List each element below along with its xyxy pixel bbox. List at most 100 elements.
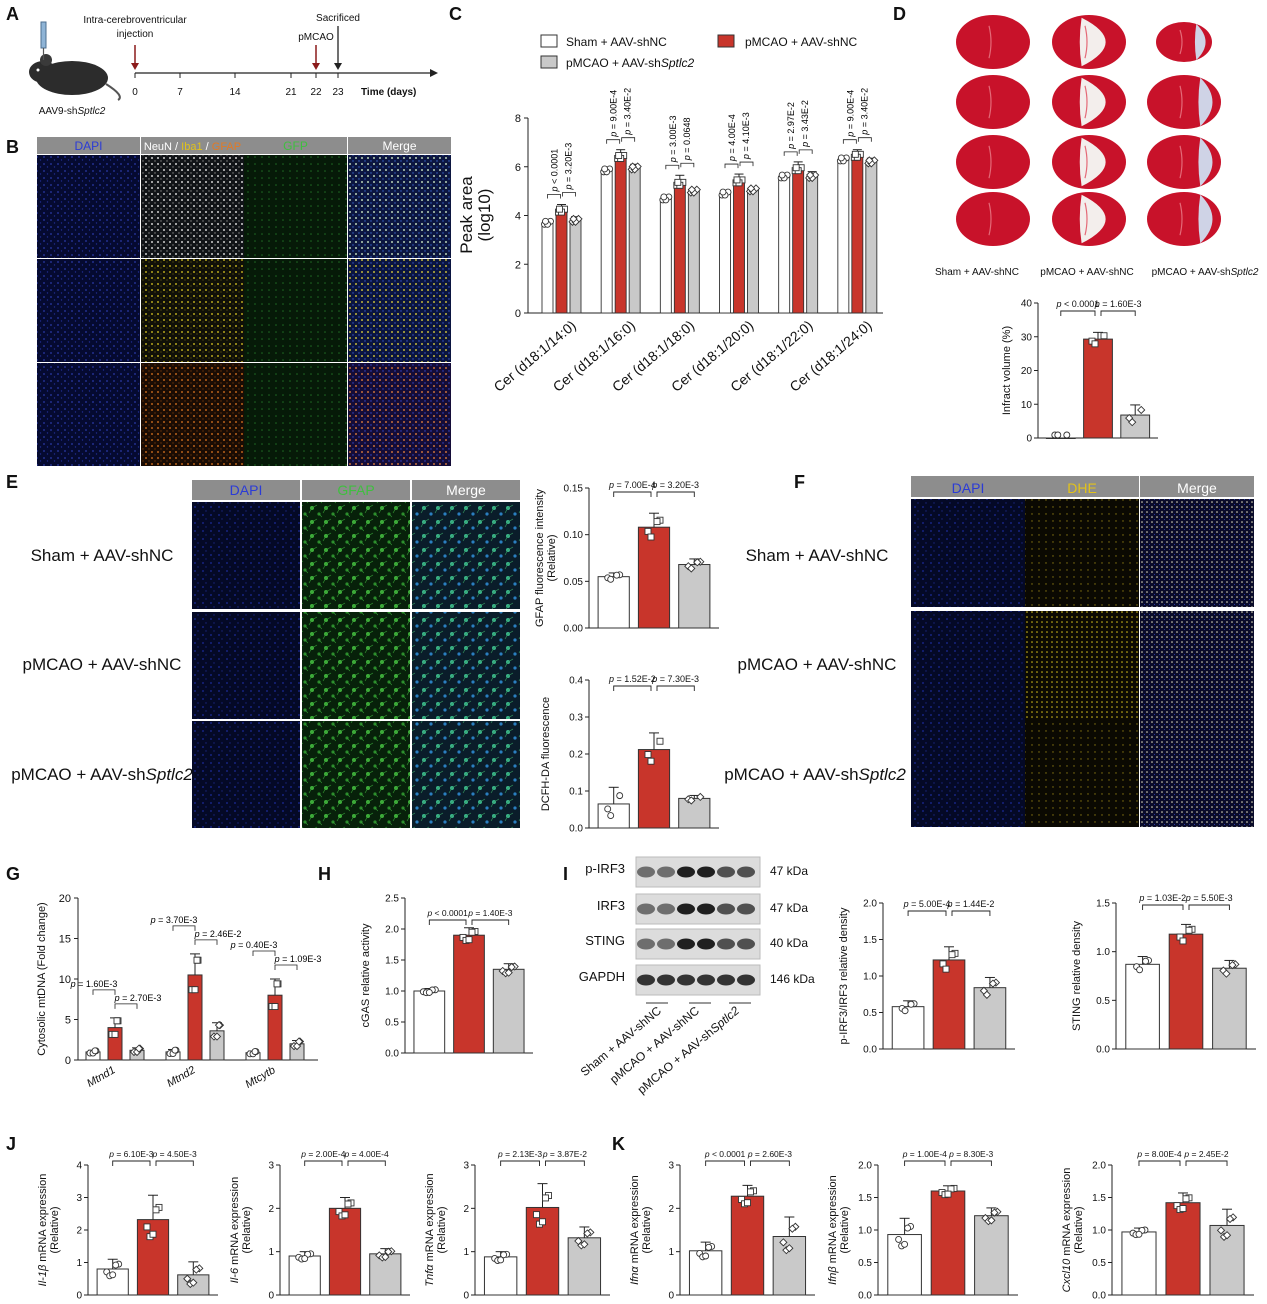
y-tick-label: 0.0 (385, 1049, 399, 1060)
micrograph (1140, 719, 1254, 827)
y-tick-label: 0.00 (564, 624, 584, 635)
y-tick-label: 0.1 (569, 787, 583, 798)
header-gfp: GFP (283, 139, 308, 153)
significance-bracket (613, 685, 652, 691)
blot-band (677, 866, 695, 878)
p-value-label: p = 3.40E-2 (859, 88, 869, 136)
significance-bracket (665, 164, 680, 170)
panel-letter: F (794, 472, 805, 492)
blot-band (657, 974, 675, 986)
y-tick-label: 8 (515, 113, 521, 125)
bar (413, 990, 446, 1054)
data-point (1091, 340, 1099, 348)
micrograph (302, 612, 410, 719)
y-axis-label: STING relative density (1071, 920, 1083, 1031)
y-tick-label: 1.5 (863, 935, 877, 946)
y-axis-label: (Relative) (436, 1206, 448, 1253)
data-point (613, 571, 621, 579)
image-header-label: DAPI (952, 480, 985, 496)
blot-band (737, 938, 755, 950)
image-header (302, 480, 410, 500)
data-point (696, 792, 705, 802)
bar (1120, 414, 1151, 439)
data-point (987, 1216, 996, 1225)
micrograph (37, 259, 140, 362)
icv-label: Intra-cerebroventricular (83, 15, 187, 26)
image-header-label: DAPI (230, 482, 263, 498)
data-point (1225, 1214, 1235, 1224)
y-axis-label: (Relative) (241, 1206, 253, 1253)
group-label: pMCAO + AAV-shSptlc2 (566, 56, 695, 70)
icv-label: injection (117, 29, 154, 40)
y-axis-label: (log10) (475, 189, 494, 242)
micrograph (1025, 499, 1139, 607)
bar (628, 167, 641, 314)
group-label: Sham + AAV-shNC (935, 267, 1019, 278)
p-value-label: p = 6.10E-3 (108, 1149, 153, 1159)
blot-band (737, 866, 755, 878)
infarct-region (1198, 137, 1213, 187)
y-tick-label: 40 (1021, 299, 1033, 310)
data-point (647, 533, 655, 541)
p-value-label: p = 2.46E-2 (194, 929, 242, 939)
micrograph (1025, 719, 1139, 827)
blot-band (677, 974, 695, 986)
y-axis-label: (Relative) (546, 534, 558, 581)
data-point (607, 812, 615, 820)
panel-letter: C (449, 4, 462, 24)
y-axis-label: Il-6 mRNA expression (229, 1177, 241, 1283)
image-header-label: Merge (446, 482, 486, 498)
significance-bracket (92, 989, 116, 995)
micrograph (244, 155, 347, 258)
y-tick-label: 1.5 (858, 1193, 872, 1204)
data-point (778, 171, 786, 179)
data-point (111, 1030, 119, 1038)
chart-E2: 0.0 0.1 0.2 0.3 0.4 DCFH-DA fluorescence p = 1… (540, 674, 719, 835)
time-tick-label: 0 (132, 87, 138, 98)
p-value-label: p = 1.60E-3 (70, 979, 118, 989)
p-value-label: p < 0.0001 (704, 1149, 746, 1159)
y-axis-label: p-IRF3/IRF3 relative density (838, 907, 850, 1044)
data-point (792, 164, 800, 172)
bar (837, 158, 850, 314)
category-label: Mtcytb (243, 1064, 277, 1091)
y-axis-label: Infract volume (%) (1001, 326, 1013, 415)
micrograph (302, 502, 410, 609)
data-point (191, 986, 199, 994)
data-point (1185, 926, 1193, 934)
y-tick-label: 3 (668, 1161, 674, 1172)
panel-letter: J (6, 1134, 16, 1154)
micrograph (1140, 499, 1254, 607)
significance-bracket (252, 950, 276, 956)
band-label: p-IRF3 (585, 861, 625, 876)
y-axis-label: cGAS relative activity (360, 923, 372, 1027)
y-tick-label: 3 (268, 1161, 274, 1172)
micrograph (141, 259, 244, 362)
blot-band (717, 866, 735, 878)
data-point (384, 1247, 393, 1256)
data-point (601, 165, 609, 173)
data-point (1182, 1195, 1190, 1203)
p-value-label: p = 8.30E-3 (948, 1149, 993, 1159)
y-tick-label: 0.0 (858, 1291, 872, 1302)
row-label: Sham + AAV-shNC (31, 546, 174, 565)
significance-bracket (304, 1160, 343, 1166)
data-point (556, 205, 563, 213)
significance-bracket (798, 149, 813, 154)
data-point (1179, 937, 1187, 945)
p-value-label: p < 0.0001 (1055, 299, 1099, 309)
significance-bracket (705, 1160, 745, 1166)
blot-band (677, 938, 695, 950)
bar (806, 176, 819, 314)
y-tick-label: 0.0 (569, 824, 583, 835)
brain-slices (956, 15, 1221, 246)
y-tick-label: 0.0 (863, 1045, 877, 1056)
chart-E1: 0.00 0.05 0.10 0.15 GFAP fluorescence intens… (534, 480, 719, 635)
bar (555, 210, 568, 314)
data-point (865, 156, 874, 165)
micrograph (37, 155, 140, 258)
y-tick-label: 1.5 (1096, 899, 1110, 910)
kda-label: 40 kDa (770, 936, 808, 950)
bar (659, 197, 672, 314)
